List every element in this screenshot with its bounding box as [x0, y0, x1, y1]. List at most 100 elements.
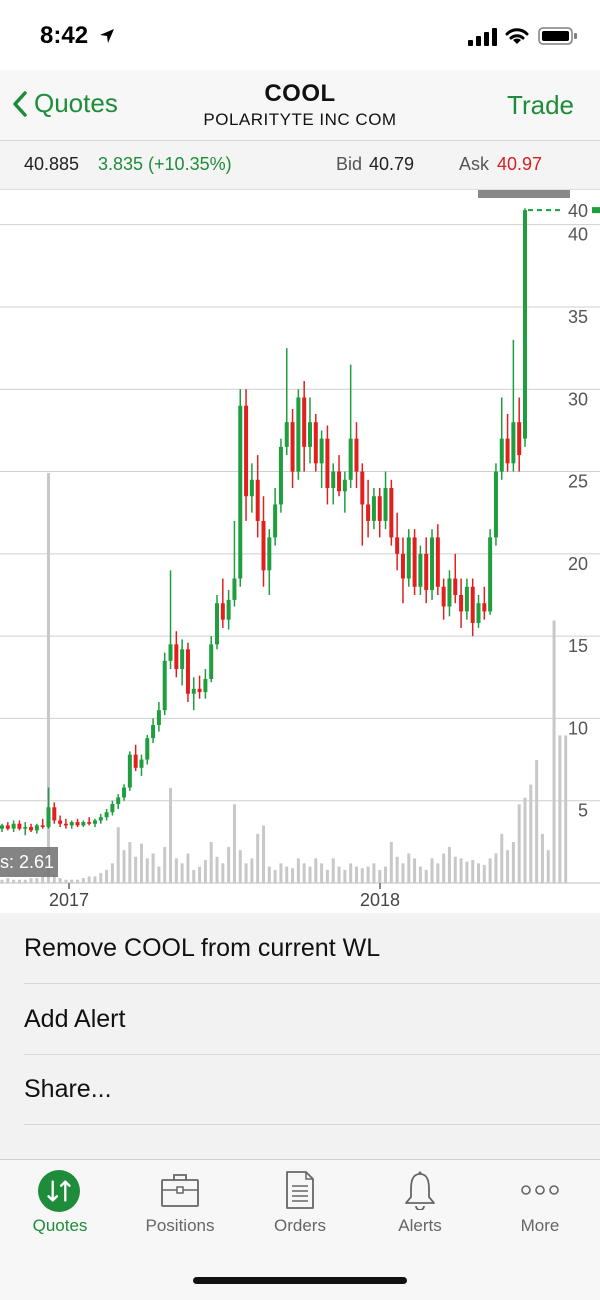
volume-bar — [471, 860, 475, 883]
candle — [476, 594, 481, 628]
y-tick-label: 35 — [568, 307, 588, 327]
volume-bar — [308, 866, 312, 883]
ask-label: Ask — [459, 154, 490, 174]
volume-bar — [488, 858, 492, 883]
volume-bar — [128, 842, 132, 883]
wifi-icon — [505, 28, 529, 44]
volume-bar — [169, 787, 173, 883]
candle — [459, 578, 464, 628]
chevron-left-icon — [13, 90, 27, 117]
candle — [267, 529, 272, 595]
add-alert-item[interactable]: Add Alert — [24, 984, 600, 1055]
candle — [139, 754, 144, 777]
volume-bar — [250, 858, 254, 883]
volume-bar — [81, 878, 85, 883]
candle — [278, 438, 283, 513]
crosshair-value-box — [0, 847, 58, 877]
y-tick-label: 20 — [568, 554, 588, 574]
top-tooltip — [478, 184, 570, 198]
share-item[interactable]: Share... — [24, 1054, 600, 1125]
candle — [523, 208, 527, 447]
tab-quotes[interactable]: Quotes — [0, 1160, 120, 1250]
candle — [0, 823, 4, 832]
volume-bar — [477, 863, 481, 883]
candle — [133, 744, 138, 772]
volume-bar — [232, 804, 236, 883]
candle — [215, 594, 220, 650]
location-arrow-icon — [100, 29, 114, 43]
tab-more-label: More — [520, 1216, 560, 1235]
candle — [430, 529, 435, 600]
volume-bar — [500, 833, 504, 883]
candle — [412, 529, 417, 595]
remove-from-watchlist-item[interactable]: Remove COOL from current WL — [24, 913, 600, 984]
volume-bar — [511, 842, 515, 883]
candle — [482, 586, 487, 620]
candle — [116, 794, 121, 809]
more-dots-icon — [521, 1185, 559, 1195]
candle — [11, 820, 16, 832]
candle — [63, 818, 68, 829]
candle — [98, 813, 103, 824]
tab-alerts-label: Alerts — [398, 1216, 442, 1235]
candle — [168, 570, 173, 670]
status-bar: 8:42 — [0, 0, 600, 70]
volume-bar — [302, 863, 306, 883]
price-chart[interactable]: 5 10 15 20 25 30 35 40 40 2017 2018 s: 2.61 — [0, 184, 600, 913]
candle — [29, 823, 34, 832]
nav-bar: Quotes COOL POLARITYTE INC COM Trade — [0, 70, 600, 141]
ask-price: 40.97 — [497, 154, 543, 174]
volume-bar — [262, 825, 265, 883]
volume-bar — [291, 868, 295, 883]
volume-bar — [76, 879, 80, 883]
candle — [209, 636, 214, 683]
volume-bar — [0, 879, 4, 883]
price-chart-svg[interactable]: 5 10 15 20 25 30 35 40 40 2017 2018 s: 2.61 — [0, 184, 600, 913]
tab-positions[interactable]: Positions — [120, 1160, 240, 1250]
status-time: 8:42 — [40, 22, 89, 49]
tab-positions-label: Positions — [145, 1216, 215, 1235]
candle — [191, 677, 196, 711]
volume-bar — [122, 850, 126, 883]
volume-bar — [116, 827, 120, 883]
candle — [87, 817, 92, 826]
candle — [511, 339, 516, 472]
candle — [290, 409, 295, 489]
candle — [197, 675, 202, 699]
trade-button[interactable]: Trade — [507, 90, 574, 120]
back-button[interactable]: Quotes — [12, 88, 118, 119]
volume-bar — [343, 869, 347, 883]
candle — [395, 512, 400, 571]
volume-bar — [198, 866, 202, 883]
volume-bar — [23, 879, 27, 883]
tab-orders[interactable]: Orders — [240, 1160, 360, 1250]
volume-bar — [366, 866, 370, 883]
candle — [342, 471, 347, 513]
candle — [185, 642, 190, 702]
volume-bar — [209, 842, 213, 883]
volume-bar — [279, 863, 283, 883]
volume-bar — [29, 878, 33, 883]
volume-bar — [186, 853, 190, 883]
last-price: 40.885 — [24, 154, 80, 174]
candle — [505, 413, 510, 472]
candle — [424, 537, 429, 604]
candle — [470, 578, 475, 637]
action-menu: Remove COOL from current WL Add Alert Sh… — [0, 913, 600, 1159]
candle — [23, 822, 28, 836]
candle — [261, 496, 266, 587]
candle — [348, 364, 353, 489]
candle — [499, 397, 504, 480]
volume-bar — [93, 876, 97, 883]
volume-bar — [46, 473, 50, 883]
y-tick-label: 10 — [568, 718, 588, 738]
volume-bar — [447, 846, 451, 883]
tab-alerts[interactable]: Alerts — [360, 1160, 480, 1250]
volume-bar — [145, 858, 149, 883]
candle — [319, 430, 324, 489]
volume-bar — [529, 784, 533, 883]
volume-bar — [134, 856, 138, 883]
signal-icon — [468, 28, 497, 46]
candle — [174, 631, 179, 678]
tab-more[interactable]: More — [480, 1160, 600, 1250]
